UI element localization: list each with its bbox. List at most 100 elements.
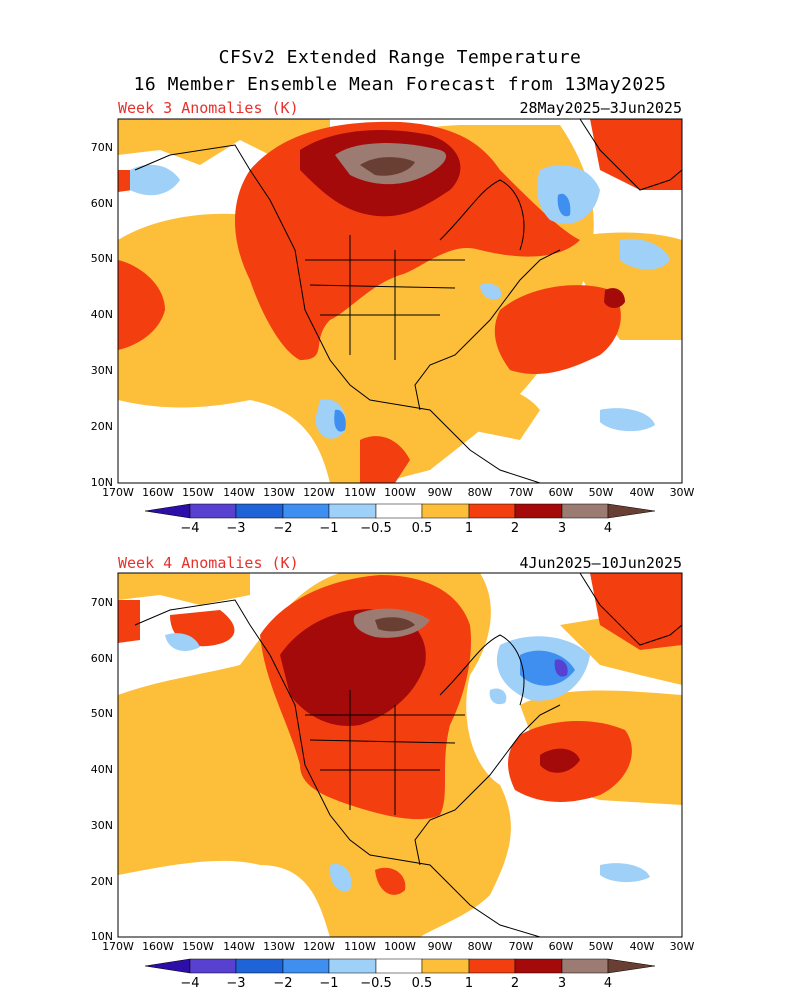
lon-tick: 100W [384, 486, 416, 499]
colorbar-swatch [607, 503, 656, 519]
lon-tick: 160W [142, 486, 174, 499]
lon-tick: 100W [384, 940, 416, 953]
colorbar-swatch [282, 503, 330, 519]
lat-tick: 30N [91, 819, 113, 832]
lon-tick: 40W [630, 486, 655, 499]
colorbar-swatch [375, 503, 423, 519]
colorbar-label: 1 [465, 976, 473, 991]
colorbar-swatch [328, 958, 377, 974]
figure-title-line1: CFSv2 Extended Range Temperature [218, 47, 582, 68]
colorbar-label: −3 [226, 521, 245, 536]
colorbar-swatch [282, 958, 330, 974]
lon-tick: 70W [509, 940, 534, 953]
week3-label: Week 3 Anomalies (K) [118, 99, 299, 117]
week4-lat-axis: 70N 60N 50N 40N 30N 20N 10N [91, 596, 113, 943]
lon-tick: 60W [549, 940, 574, 953]
lon-tick: 70W [509, 486, 534, 499]
lat-tick: 20N [91, 875, 113, 888]
lon-tick: 80W [468, 940, 493, 953]
lon-tick: 110W [344, 486, 376, 499]
lat-tick: 50N [91, 252, 113, 265]
lat-tick: 20N [91, 420, 113, 433]
colorbar-swatch [144, 958, 191, 974]
lat-tick: 40N [91, 763, 113, 776]
lon-tick: 140W [223, 486, 255, 499]
lon-tick: 30W [670, 940, 695, 953]
colorbar-swatch [189, 958, 237, 974]
lon-tick: 170W [102, 486, 134, 499]
colorbar-label: 3 [558, 521, 566, 536]
week3-anomaly-map: 70N 60N 50N 40N 30N 20N 10N 170W 160W 15… [91, 118, 695, 536]
lon-tick: 160W [142, 940, 174, 953]
week3-colorbar: −4 −3 −2 −1 −0.5 0.5 1 2 3 4 [144, 503, 656, 536]
colorbar-label: −4 [180, 976, 199, 991]
week4-label: Week 4 Anomalies (K) [118, 554, 299, 572]
lat-tick: 40N [91, 308, 113, 321]
lon-tick: 40W [630, 940, 655, 953]
colorbar-swatch [607, 958, 656, 974]
colorbar-swatch [514, 958, 563, 974]
week3-lat-axis: 70N 60N 50N 40N 30N 20N 10N [91, 141, 113, 489]
colorbar-swatch [189, 503, 237, 519]
lat-tick: 60N [91, 197, 113, 210]
week3-dates: 28May2025—3Jun2025 [519, 99, 682, 117]
lat-tick: 30N [91, 364, 113, 377]
colorbar-swatch [328, 503, 377, 519]
colorbar-label: −0.5 [360, 521, 392, 536]
colorbar-swatch [561, 503, 609, 519]
week4-lon-axis: 170W 160W 150W 140W 130W 120W 110W 100W … [102, 940, 694, 953]
lon-tick: 50W [589, 940, 614, 953]
lat-tick: 10N [91, 476, 113, 489]
lon-tick: 90W [428, 940, 453, 953]
lon-tick: 50W [589, 486, 614, 499]
colorbar-label: −0.5 [360, 976, 392, 991]
colorbar-label: −1 [319, 976, 338, 991]
colorbar-label: 4 [604, 521, 612, 536]
colorbar-label: −2 [273, 521, 292, 536]
colorbar-label: −2 [273, 976, 292, 991]
lon-tick: 90W [428, 486, 453, 499]
colorbar-swatch [421, 503, 470, 519]
colorbar-swatch [421, 958, 470, 974]
lon-tick: 130W [263, 940, 295, 953]
colorbar-swatch [144, 503, 191, 519]
lat-tick: 10N [91, 930, 113, 943]
lon-tick: 170W [102, 940, 134, 953]
lon-tick: 110W [344, 940, 376, 953]
lon-tick: 150W [182, 486, 214, 499]
lat-tick: 70N [91, 141, 113, 154]
lon-tick: 120W [303, 486, 335, 499]
week4-dates: 4Jun2025—10Jun2025 [519, 554, 682, 572]
colorbar-swatch [468, 503, 516, 519]
colorbar-swatch [468, 958, 516, 974]
figure-title-line2: 16 Member Ensemble Mean Forecast from 13… [133, 74, 667, 95]
colorbar-label: 1 [465, 521, 473, 536]
colorbar-swatch [514, 503, 563, 519]
lon-tick: 30W [670, 486, 695, 499]
colorbar-swatch [235, 958, 284, 974]
colorbar-label: 2 [511, 521, 519, 536]
colorbar-label: −4 [180, 521, 199, 536]
week4-colorbar: −4 −3 −2 −1 −0.5 0.5 1 2 3 4 [144, 958, 656, 991]
colorbar-label: −1 [319, 521, 338, 536]
colorbar-label: 4 [604, 976, 612, 991]
week4-anomaly-map: 70N 60N 50N 40N 30N 20N 10N 170W 160W 15… [91, 572, 695, 991]
colorbar-swatch [561, 958, 609, 974]
lat-tick: 60N [91, 652, 113, 665]
colorbar-label: 0.5 [412, 521, 433, 536]
colorbar-label: 2 [511, 976, 519, 991]
lon-tick: 150W [182, 940, 214, 953]
colorbar-swatch [375, 958, 423, 974]
colorbar-label: 3 [558, 976, 566, 991]
lon-tick: 130W [263, 486, 295, 499]
colorbar-label: 0.5 [412, 976, 433, 991]
lon-tick: 80W [468, 486, 493, 499]
lon-tick: 120W [303, 940, 335, 953]
colorbar-swatch [235, 503, 284, 519]
lon-tick: 60W [549, 486, 574, 499]
colorbar-label: −3 [226, 976, 245, 991]
lat-tick: 50N [91, 707, 113, 720]
lat-tick: 70N [91, 596, 113, 609]
lon-tick: 140W [223, 940, 255, 953]
week3-lon-axis: 170W 160W 150W 140W 130W 120W 110W 100W … [102, 486, 694, 499]
